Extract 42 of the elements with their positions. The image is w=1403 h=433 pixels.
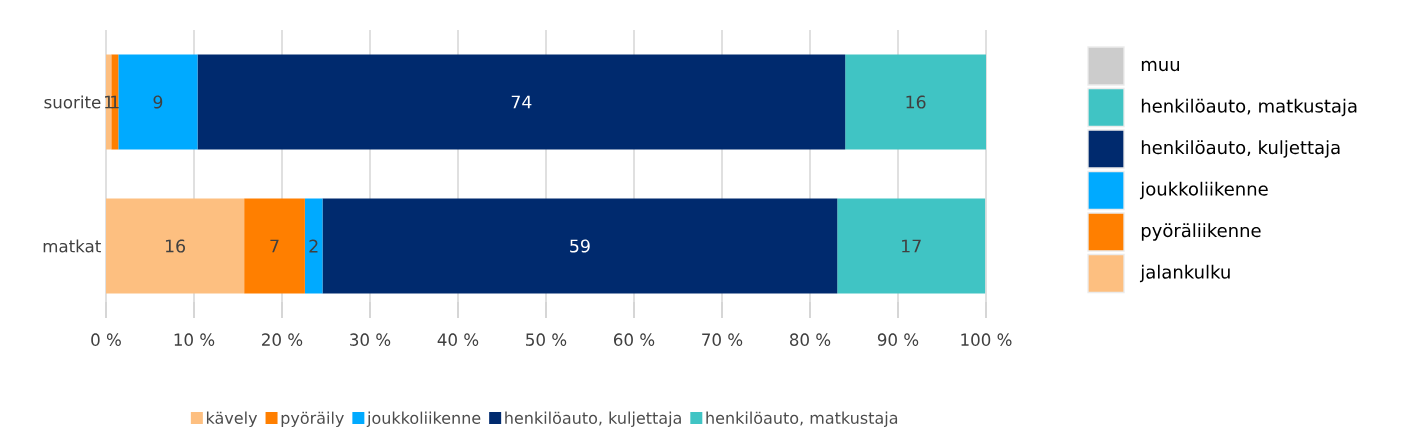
data-label: 17 bbox=[902, 239, 921, 253]
x-tick-label: 30 % bbox=[350, 333, 391, 346]
data-label: 59 bbox=[570, 239, 590, 253]
bar bbox=[322, 198, 838, 294]
bar bbox=[111, 54, 119, 150]
y-tick-label: matkat bbox=[43, 239, 101, 253]
legend-label: joukkoliikenne bbox=[366, 411, 481, 428]
x-tick-label: 90 % bbox=[877, 333, 919, 346]
category-label: pyöräliikenne bbox=[1141, 223, 1261, 241]
category-label: henkilöauto, matkustaja bbox=[1141, 98, 1357, 117]
data-label: 9 bbox=[153, 95, 163, 109]
data-label: 2 bbox=[309, 239, 318, 253]
x-tick-label: 20 % bbox=[262, 333, 303, 346]
x-tick-label: 70 % bbox=[702, 333, 743, 346]
data-label: 74 bbox=[511, 95, 532, 109]
bar bbox=[304, 198, 323, 294]
data-label: 1 bbox=[105, 95, 113, 109]
bar bbox=[837, 198, 986, 294]
x-tick-label: 50 % bbox=[526, 333, 567, 346]
bar bbox=[197, 54, 846, 150]
data-label: 7 bbox=[270, 239, 279, 253]
y-tick-label: suorite bbox=[44, 95, 101, 109]
legend-label: henkilöauto, kuljettaja bbox=[505, 411, 681, 428]
category-label: jalankulku bbox=[1139, 264, 1230, 283]
category-label: joukkoliikenne bbox=[1139, 181, 1268, 200]
x-tick-label: 40 % bbox=[437, 333, 479, 346]
category-label: henkilöauto, kuljettaja bbox=[1141, 140, 1340, 158]
x-tick-label: 80 % bbox=[789, 333, 831, 346]
legend-label: kävely bbox=[206, 411, 258, 428]
data-label: 16 bbox=[906, 95, 926, 109]
x-tick-label: 60 % bbox=[614, 333, 655, 346]
bar bbox=[845, 54, 987, 150]
legend-label: henkilöauto, matkustaja bbox=[706, 411, 898, 428]
x-tick-label: 0 % bbox=[91, 333, 121, 346]
x-tick-label: 100 % bbox=[961, 333, 1012, 346]
bar bbox=[244, 198, 305, 294]
category-label: muu bbox=[1141, 60, 1179, 72]
x-tick-label: 10 % bbox=[174, 333, 215, 346]
legend-label: pyöräily bbox=[281, 411, 344, 428]
bar bbox=[118, 54, 198, 150]
data-label: 16 bbox=[165, 239, 186, 253]
bar bbox=[106, 198, 245, 294]
